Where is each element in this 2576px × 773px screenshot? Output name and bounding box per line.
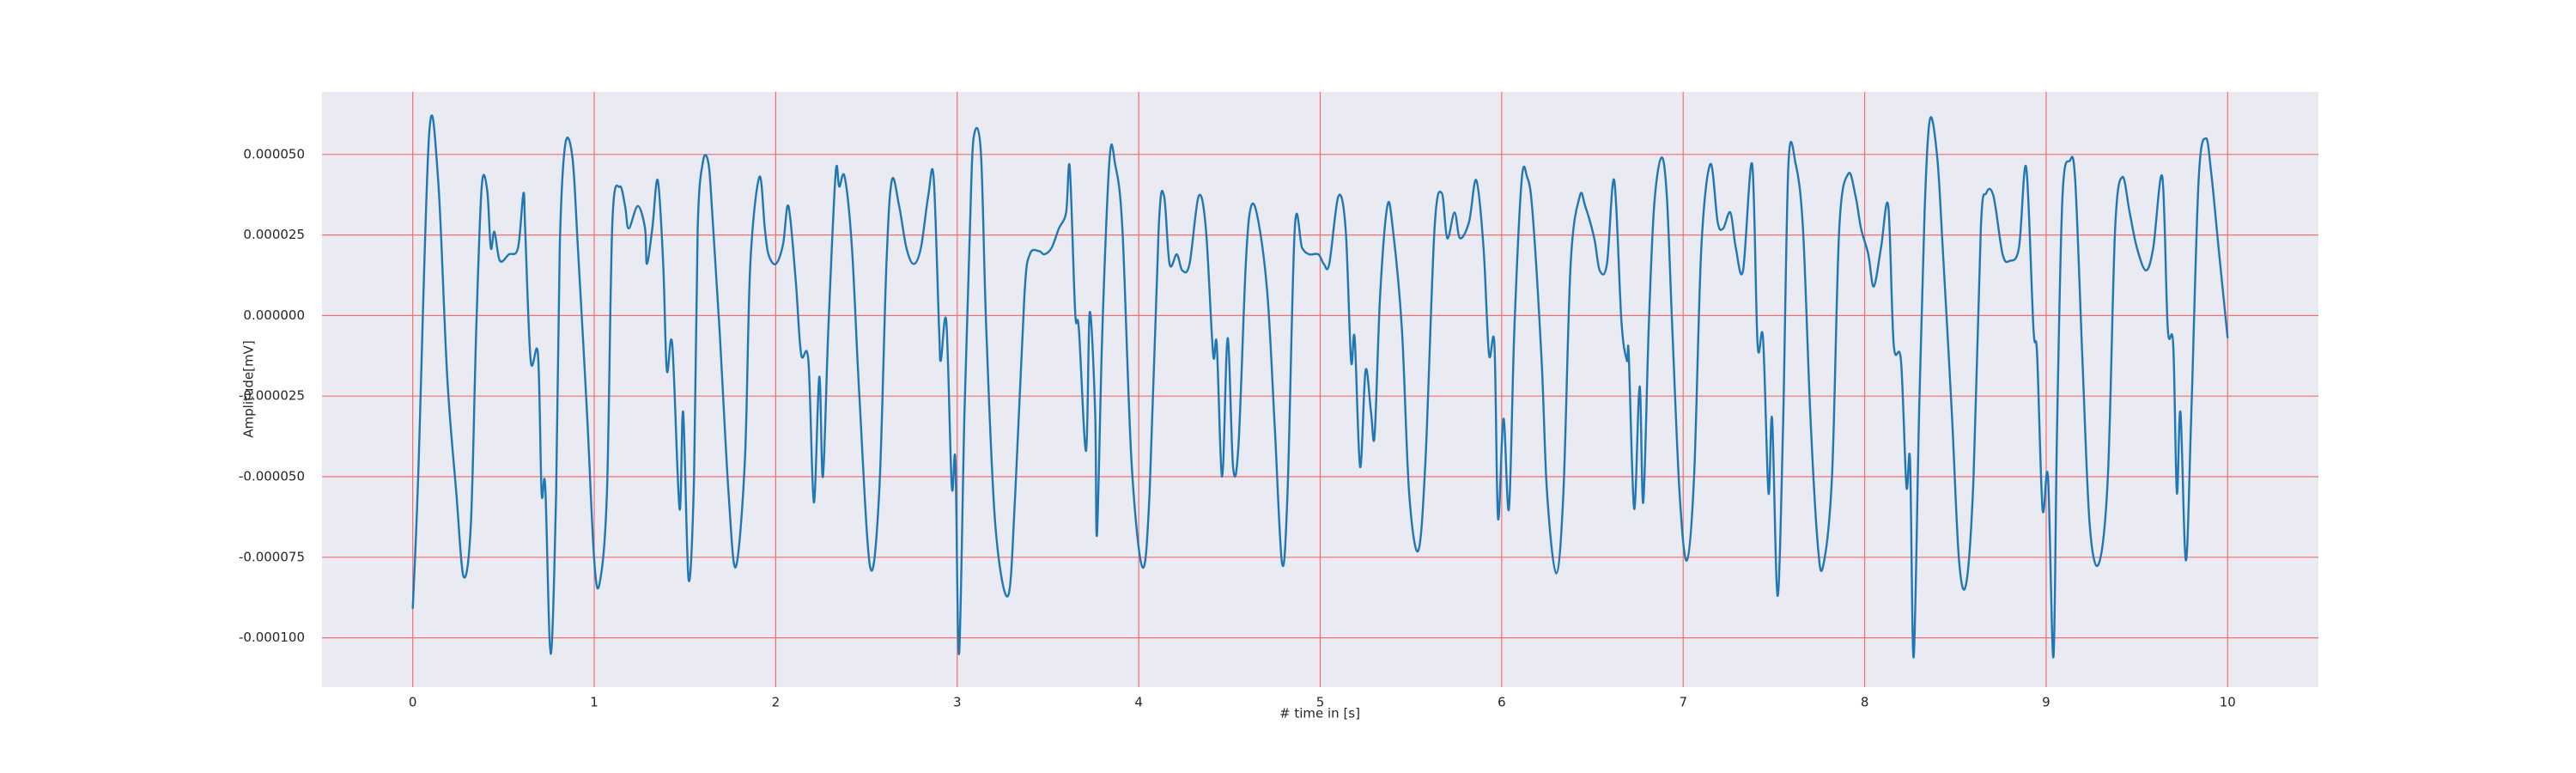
x-tick-label: 8 — [1861, 695, 1869, 710]
x-tick-label: 5 — [1316, 695, 1325, 710]
x-axis-label: # time in [s] — [1279, 706, 1360, 721]
x-tick-label: 3 — [953, 695, 962, 710]
x-tick-label: 0 — [409, 695, 417, 710]
x-tick-label: 10 — [2220, 695, 2236, 710]
x-tick-label: 9 — [2042, 695, 2050, 710]
y-tick-label: -0.000075 — [239, 549, 305, 564]
y-tick-label: -0.000050 — [239, 468, 305, 484]
x-tick-label: 1 — [590, 695, 598, 710]
x-tick-label: 2 — [772, 695, 781, 710]
y-tick-label: -0.000025 — [239, 388, 305, 404]
x-tick-label: 7 — [1679, 695, 1687, 710]
y-tick-label: -0.000100 — [239, 630, 305, 645]
y-axis-label: Amplitude[mV] — [241, 340, 257, 437]
y-tick-label: 0.000025 — [243, 227, 305, 242]
signal-line — [411, 114, 2229, 659]
y-tick-label: 0.000000 — [243, 307, 305, 323]
y-tick-label: 0.000050 — [243, 146, 305, 161]
x-tick-label: 6 — [1498, 695, 1506, 710]
x-tick-label: 4 — [1134, 695, 1143, 710]
